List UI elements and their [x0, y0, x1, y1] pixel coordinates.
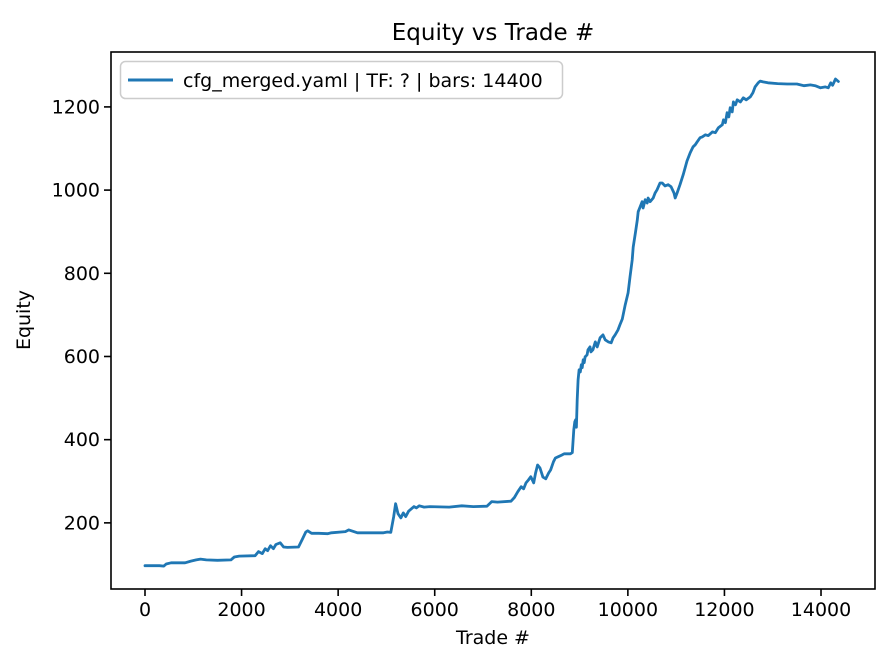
y-tick-label: 1000 — [52, 180, 100, 202]
legend: cfg_merged.yaml | TF: ? | bars: 14400 — [119, 60, 564, 100]
x-tick-label: 8000 — [507, 599, 555, 621]
y-tick-label: 200 — [64, 512, 100, 534]
legend-box — [119, 60, 564, 100]
x-tick-label: 14000 — [791, 599, 851, 621]
y-axis-label: Equity — [13, 290, 35, 350]
y-tick-label: 1200 — [52, 96, 100, 118]
x-tick-label: 2000 — [217, 599, 265, 621]
y-tick-label: 600 — [64, 346, 100, 368]
x-tick-label: 0 — [139, 599, 151, 621]
axes-spines — [110, 51, 876, 590]
x-tick-label: 6000 — [411, 599, 459, 621]
plot-area — [111, 52, 875, 589]
x-tick-label: 10000 — [598, 599, 658, 621]
legend-label: cfg_merged.yaml | TF: ? | bars: 14400 — [183, 70, 543, 92]
y-tick-label: 400 — [64, 429, 100, 451]
ticks-layer: 0 2000 4000 6000 8000 10000 12000 14000 200 400 60… — [52, 96, 852, 621]
x-tick-label: 4000 — [314, 599, 362, 621]
y-tick-label: 800 — [64, 263, 100, 285]
x-axis-label: Trade # — [455, 627, 530, 649]
x-tick-label: 12000 — [694, 599, 754, 621]
chart-title: Equity vs Trade # — [392, 20, 595, 46]
equity-line-series — [143, 77, 840, 568]
